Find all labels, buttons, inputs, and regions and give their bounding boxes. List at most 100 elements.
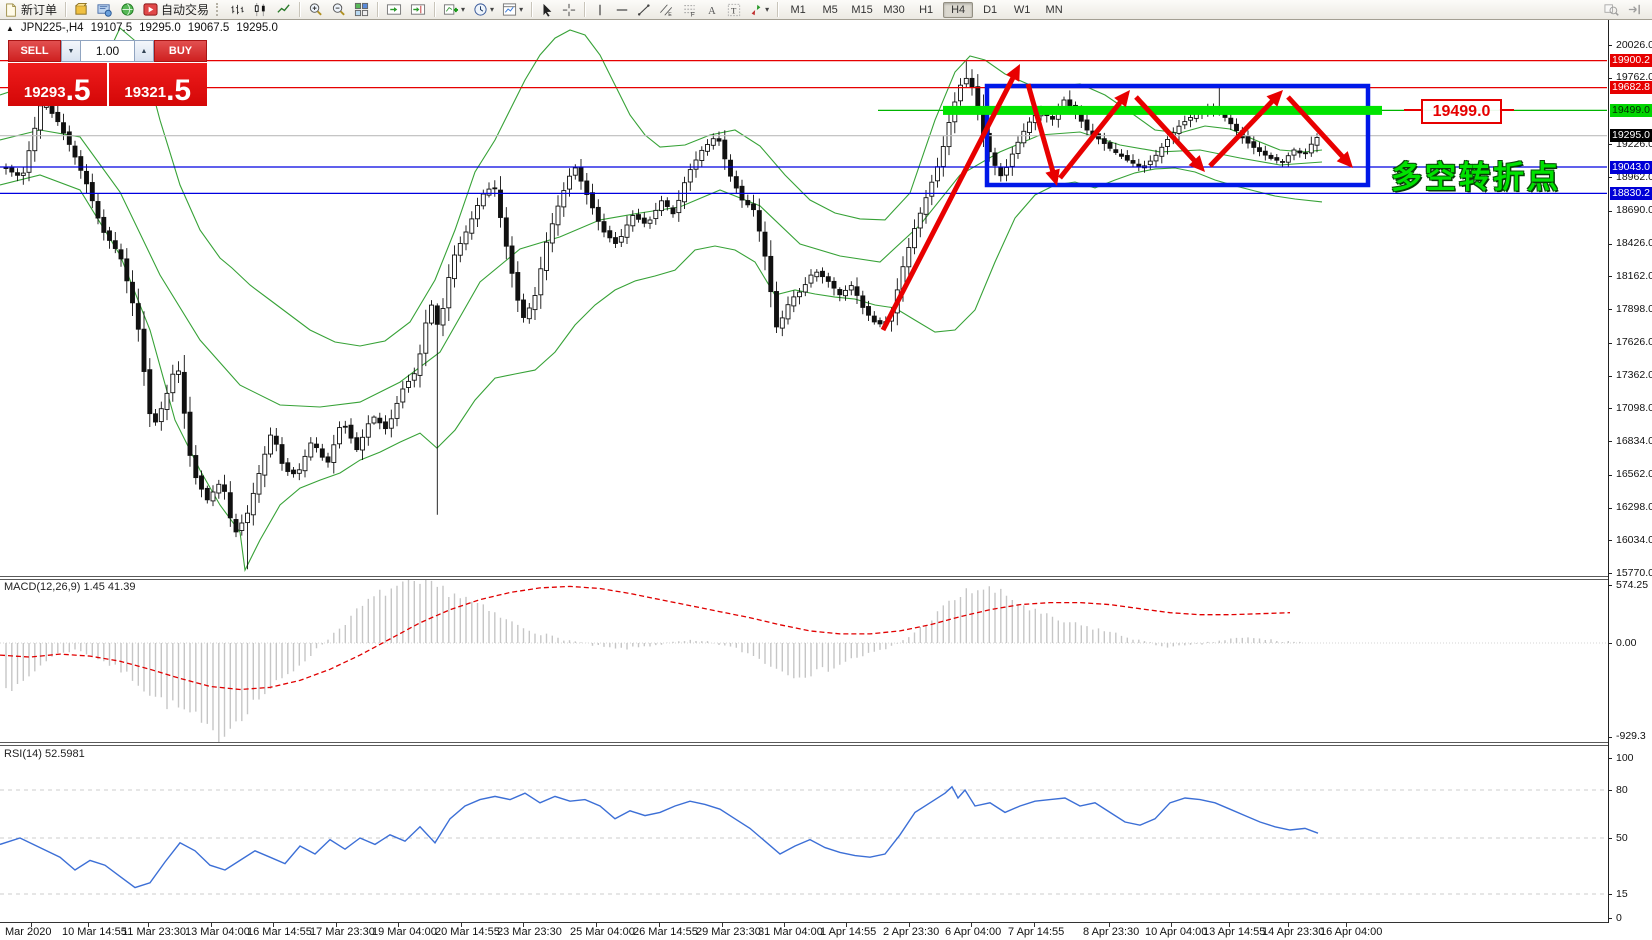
periods-button[interactable]: ▾ — [470, 1, 497, 18]
navigator-button[interactable] — [117, 1, 138, 18]
bar-chart-button[interactable] — [227, 1, 248, 18]
timeframe-button-M15[interactable]: M15 — [851, 3, 873, 16]
rsi-axis-label: 15 — [1616, 887, 1628, 900]
sell-button[interactable]: SELL — [8, 40, 61, 62]
sell-price-panel[interactable]: 19293 .5 — [8, 63, 107, 106]
time-axis-label: Mar 2020 — [5, 926, 52, 938]
trendline-tool-button[interactable] — [634, 1, 654, 18]
buy-price-main: 19321 — [124, 84, 167, 101]
price-axis-tick — [1609, 210, 1612, 212]
autotrading-button[interactable]: 自动交易 — [140, 1, 212, 18]
toolbar-right-group — [1600, 1, 1646, 18]
zoom-tool-icon[interactable] — [1601, 1, 1622, 18]
new-order-button[interactable]: 新订单 — [1, 1, 60, 18]
text-tool-button[interactable]: A — [702, 1, 722, 18]
timeframe-button-MN[interactable]: MN — [1045, 3, 1063, 16]
macd-axis-label: 574.25 — [1616, 578, 1649, 591]
sell-price-pips: .5 — [65, 74, 91, 107]
annotation-text[interactable]: 多空转折点 — [1391, 160, 1561, 195]
expander-icon[interactable]: ▲ — [6, 23, 14, 33]
price-axis-label: 16562.0 — [1616, 468, 1652, 481]
time-axis-tick — [211, 923, 212, 927]
price-label-connector — [1404, 109, 1421, 111]
label-icon: T — [727, 3, 741, 17]
price-axis-label: 17098.0 — [1616, 401, 1652, 414]
terminal-window-button[interactable] — [94, 1, 115, 18]
market-watch-icon — [74, 2, 89, 17]
price-axis-label: 17626.0 — [1616, 336, 1652, 349]
time-axis[interactable]: Mar 2020 10 Mar 14:55 11 Mar 23:30 13 Mar 0… — [0, 923, 1608, 940]
ohlc-open: 19107.5 — [90, 22, 133, 34]
timeframe-button-D1[interactable]: D1 — [983, 3, 998, 16]
tile-windows-button[interactable] — [351, 1, 372, 18]
volume-field[interactable]: 1.00 — [81, 40, 134, 62]
candlestick-chart-button[interactable] — [250, 1, 271, 18]
price-line-badge: 19682.8 — [1610, 81, 1652, 95]
time-axis-border — [0, 922, 1652, 923]
price-axis-label: 18962.0 — [1616, 170, 1652, 183]
chart-shift-button[interactable] — [407, 1, 429, 18]
macd-axis-label: -929.3 — [1616, 730, 1646, 743]
price-axis[interactable]: 20026.0 19762.0 19226.0 18962.0 18690.0 18426… — [1608, 19, 1652, 924]
templates-button[interactable]: ▾ — [499, 1, 526, 18]
buy-price-panel[interactable]: 19321 .5 — [108, 63, 207, 106]
timeframe-button-H4[interactable]: H4 — [943, 1, 974, 18]
price-axis-label: 16034.0 — [1616, 533, 1652, 546]
symbol-info-bar: ▲ JPN225-,H4 19107.5 19295.0 19067.5 192… — [6, 22, 278, 34]
time-axis-label: 13 Apr 14:55 — [1203, 926, 1266, 938]
panel-divider[interactable] — [0, 576, 1652, 580]
scroll-to-end-icon[interactable] — [1624, 1, 1645, 18]
rsi-indicator-label: RSI(14) 52.5981 — [4, 748, 85, 760]
cursor-tool-button[interactable] — [537, 1, 557, 18]
channel-tool-button[interactable]: E — [656, 1, 677, 18]
volume-decrease-button[interactable]: ▼ — [61, 40, 81, 62]
timeframe-button-M1[interactable]: M1 — [790, 3, 806, 16]
time-axis-tick — [148, 923, 149, 927]
fibonacci-icon: F — [682, 3, 697, 17]
horizontal-line-icon — [615, 3, 629, 17]
zoom-in-button[interactable] — [305, 1, 326, 18]
time-axis-tick — [1288, 923, 1289, 927]
horizontal-line-tool-button[interactable] — [612, 1, 632, 18]
time-axis-label: 31 Mar 04:00 — [758, 926, 823, 938]
auto-scroll-button[interactable] — [383, 1, 405, 18]
arrows-tool-button[interactable]: ▾ — [746, 1, 772, 18]
time-axis-tick — [659, 923, 660, 927]
price-line-badge: 18830.2 — [1610, 186, 1652, 200]
panel-divider[interactable] — [0, 742, 1652, 746]
zoom-out-button[interactable] — [328, 1, 349, 18]
price-axis-tick — [1609, 177, 1612, 178]
price-axis-tick — [1609, 375, 1612, 377]
price-axis-tick — [1609, 507, 1612, 509]
price-axis-tick — [1609, 276, 1612, 278]
vertical-line-tool-button[interactable] — [590, 1, 610, 18]
label-tool-button[interactable]: T — [724, 1, 744, 18]
fibonacci-tool-button[interactable]: F — [679, 1, 700, 18]
buy-button[interactable]: BUY — [154, 40, 207, 62]
crosshair-tool-button[interactable] — [559, 1, 579, 18]
volume-increase-button[interactable]: ▲ — [134, 40, 154, 62]
cursor-icon — [540, 3, 554, 17]
chart-shift-icon — [410, 2, 426, 17]
timeframe-button-W1[interactable]: W1 — [1013, 3, 1031, 16]
timeframe-button-M30[interactable]: M30 — [883, 3, 905, 16]
line-chart-button[interactable] — [273, 1, 294, 18]
timeframe-button-H1[interactable]: H1 — [919, 3, 934, 16]
time-axis-label: 16 Mar 14:55 — [247, 926, 312, 938]
rsi-axis-tick — [1609, 790, 1612, 791]
market-watch-button[interactable] — [71, 1, 92, 18]
svg-text:A: A — [708, 5, 716, 16]
toolbar-separator — [377, 2, 379, 17]
templates-icon — [502, 2, 517, 17]
timeframe-button-M5[interactable]: M5 — [822, 3, 838, 16]
time-axis-label: 29 Mar 23:30 — [696, 926, 761, 938]
autotrading-icon — [143, 2, 158, 17]
toolbar: 新订单 自动交易 ▾ ▾ ▾ E F A T ▾ — [0, 0, 1652, 20]
indicators-button[interactable]: ▾ — [440, 1, 468, 18]
time-axis-tick — [1034, 923, 1035, 927]
time-axis-tick — [88, 923, 89, 927]
indicators-icon — [443, 2, 459, 17]
price-level-label[interactable]: 19499.0 — [1421, 99, 1502, 124]
